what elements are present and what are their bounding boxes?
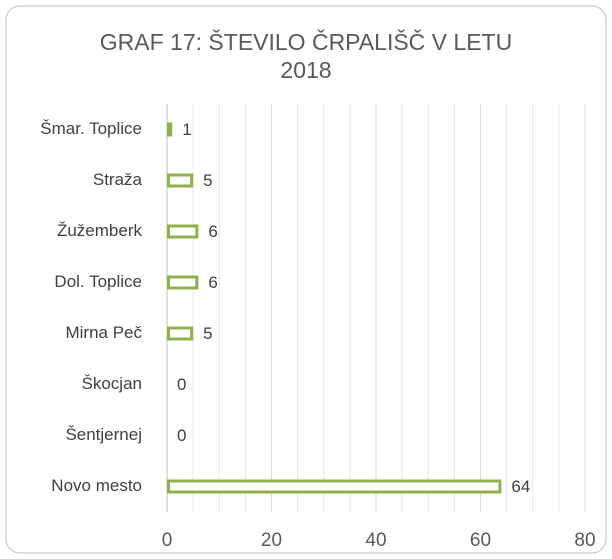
y-tick-label: Žužemberk [57,221,143,240]
x-tick-label: 0 [162,530,173,551]
value-label: 6 [208,222,217,241]
value-label: 0 [177,426,186,445]
y-tick-label: Škocjan [82,374,142,393]
bar [167,479,502,494]
y-tick-label: Dol. Toplice [54,272,142,291]
y-tick-label: Šentjernej [65,425,142,444]
value-label: 64 [511,477,530,496]
bar [167,122,173,137]
value-label: 0 [177,375,186,394]
bar [167,173,194,188]
value-label: 5 [203,324,212,343]
value-label: 5 [203,171,212,190]
value-label: 6 [208,273,217,292]
y-tick-label: Straža [93,170,143,189]
y-tick-label: Mirna Peč [65,323,142,342]
chart-title: GRAF 17: ŠTEVILO ČRPALIŠČ V LETU 2018 [99,29,513,83]
x-tick-label: 40 [365,530,386,551]
chart-border [5,5,607,554]
bar [167,224,199,239]
bar [167,275,199,290]
x-tick-label: 60 [470,530,491,551]
value-label: 1 [182,120,191,139]
y-tick-label: Šmar. Toplice [40,119,142,138]
x-tick-label: 20 [261,530,282,551]
y-tick-label: Novo mesto [51,476,142,495]
x-tick-label: 80 [574,530,595,551]
bar [167,326,194,341]
